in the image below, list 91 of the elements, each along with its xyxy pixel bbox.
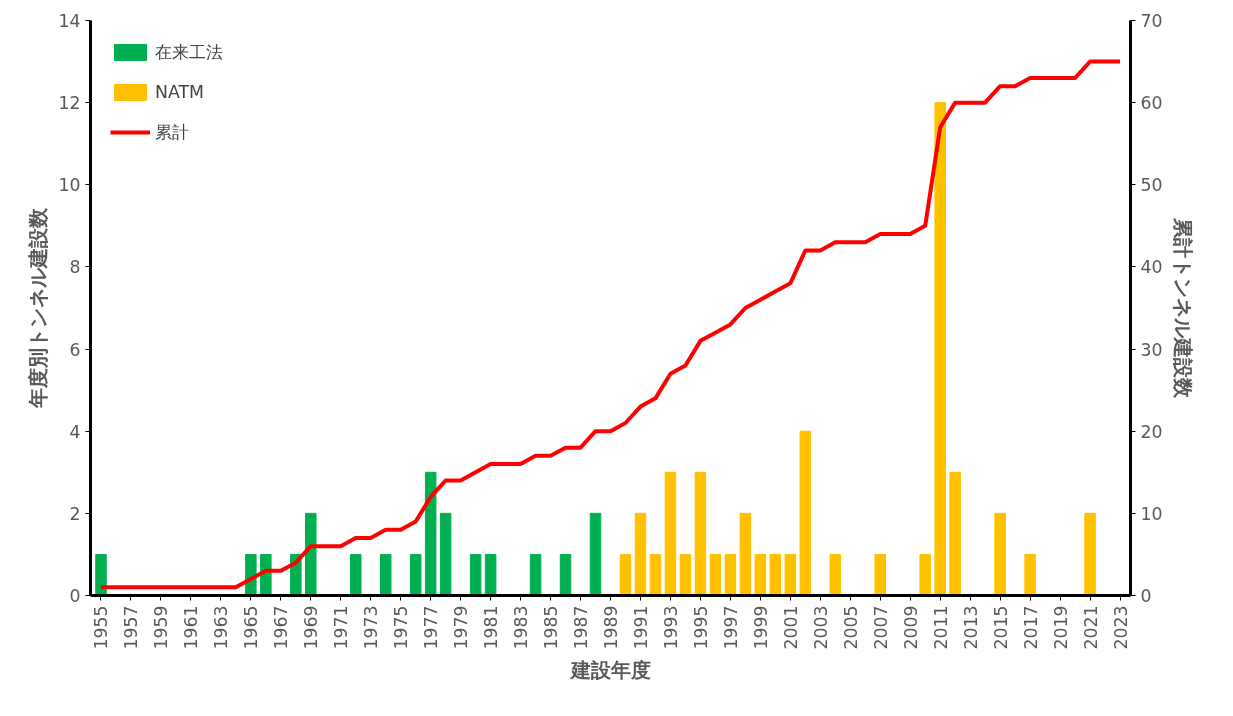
y-tick-label: 10 — [58, 175, 81, 196]
bar — [694, 471, 707, 596]
y-axis-title: 年度別トンネル建設数 — [26, 207, 51, 409]
legend-label: NATM — [155, 82, 205, 102]
y-tick-label: 2 — [69, 503, 81, 524]
x-tick-label: 1977 — [421, 605, 442, 650]
bar — [1024, 553, 1036, 596]
x-tick-label: 1959 — [151, 605, 172, 650]
x-tick-label: 2003 — [810, 605, 831, 650]
y-tick-label: 4 — [69, 421, 81, 442]
bar — [619, 553, 632, 596]
bar — [949, 471, 961, 596]
x-tick-label: 2021 — [1080, 605, 1101, 650]
y-tick-label: 12 — [58, 93, 81, 114]
bar — [769, 553, 782, 596]
x-tick-label: 1981 — [481, 605, 502, 650]
x-tick-label: 1973 — [361, 605, 382, 650]
bar — [634, 512, 647, 596]
bar — [484, 553, 497, 596]
line-series — [98, 59, 1123, 590]
bar — [679, 553, 692, 596]
x-tick-label: 1995 — [690, 605, 711, 650]
x-tick-label: 1983 — [511, 605, 532, 650]
bar — [95, 553, 107, 596]
bar — [994, 512, 1006, 596]
bar — [739, 512, 752, 596]
bar — [529, 553, 542, 596]
bar — [559, 553, 572, 596]
x-tick-label: 2023 — [1110, 605, 1131, 650]
bar — [469, 553, 482, 596]
x-tick-label: 1969 — [301, 605, 322, 650]
y2-tick-label: 50 — [1140, 175, 1163, 196]
x-axis-title: 建設年度 — [568, 657, 651, 682]
bar — [589, 512, 602, 596]
x-tick-label: 1963 — [211, 605, 232, 650]
x-tick-label: 1989 — [601, 605, 621, 650]
bar — [664, 471, 677, 596]
x-tick-label: 2007 — [870, 605, 891, 650]
y2-tick-label: 60 — [1140, 93, 1163, 114]
x-tick-label: 1993 — [660, 605, 681, 650]
bar — [934, 102, 946, 596]
bar — [649, 553, 662, 596]
x-tick-label: 2013 — [960, 605, 981, 650]
bar — [305, 512, 317, 596]
x-tick-label: 2019 — [1050, 605, 1071, 650]
bar — [424, 471, 437, 596]
bar — [379, 553, 392, 596]
x-tick-label: 1971 — [331, 605, 352, 650]
x-tick-label: 2001 — [780, 605, 801, 650]
x-tick-label: 2005 — [840, 605, 861, 650]
bar — [439, 512, 452, 596]
x-tick-label: 2011 — [930, 605, 951, 650]
x-tick-label: 1961 — [181, 605, 202, 650]
legend-label: 在来工法 — [155, 41, 223, 64]
x-tick-label: 1985 — [541, 605, 562, 650]
y-tick-label: 6 — [69, 339, 81, 360]
legend-label: 累計 — [155, 121, 189, 144]
x-tick-label: 1999 — [750, 605, 771, 650]
y2-tick-label: 20 — [1140, 421, 1163, 442]
bar — [754, 553, 767, 596]
y-tick-label: 14 — [58, 11, 81, 31]
bar — [724, 553, 737, 596]
y2-tick-label: 10 — [1140, 503, 1163, 524]
x-tick-label: 1957 — [121, 605, 142, 650]
x-tick-label: 1975 — [391, 605, 412, 650]
bar — [874, 553, 886, 596]
bar — [1084, 512, 1096, 596]
bar — [784, 553, 797, 596]
x-tick-label: 1987 — [571, 605, 592, 650]
x-tick-label: 2009 — [900, 605, 921, 650]
bar — [919, 553, 931, 596]
bar — [799, 430, 812, 596]
x-tick-label: 2017 — [1020, 605, 1041, 650]
bar — [350, 553, 362, 596]
bar — [829, 553, 842, 596]
x-tick-label: 1955 — [91, 605, 112, 650]
y2-tick-label: 40 — [1140, 257, 1163, 278]
bar — [409, 553, 422, 596]
y-tick-label: 8 — [69, 257, 81, 278]
x-tick-label: 1991 — [630, 605, 651, 650]
x-tick-label: 1979 — [451, 605, 472, 650]
bar — [709, 553, 722, 596]
y2-axis-title: 累計トンネル建設数 — [1170, 217, 1195, 399]
y2-tick-label: 70 — [1140, 11, 1163, 31]
x-tick-label: 1965 — [241, 605, 262, 650]
y2-tick-label: 0 — [1140, 586, 1152, 606]
x-tick-label: 1967 — [271, 605, 292, 650]
x-tick-label: 2015 — [990, 605, 1011, 650]
y2-tick-label: 30 — [1140, 339, 1163, 360]
x-tick-label: 1997 — [720, 605, 741, 650]
y-tick-label: 0 — [69, 586, 81, 606]
